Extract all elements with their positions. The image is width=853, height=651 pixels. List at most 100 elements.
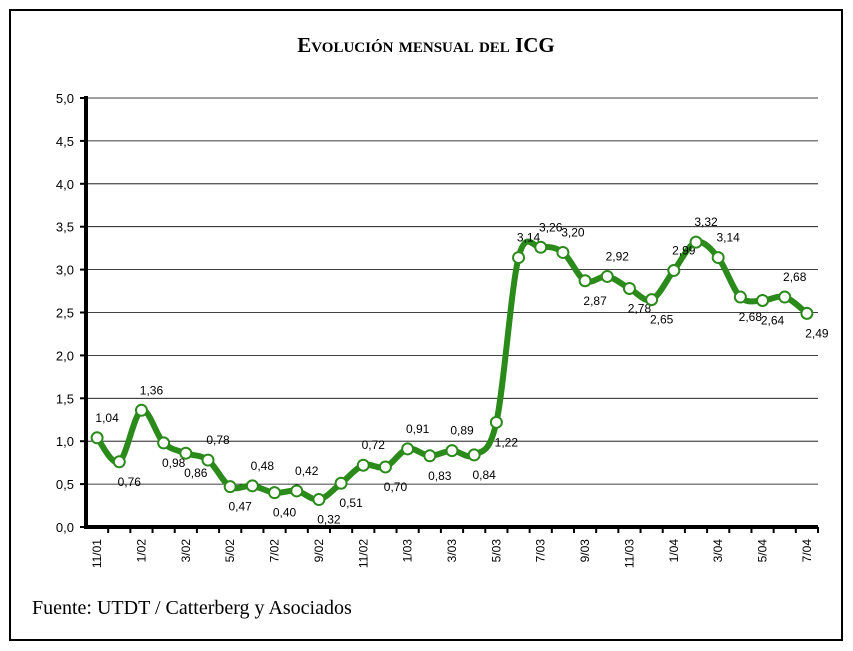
point-marker xyxy=(689,235,703,249)
value-label: 0,48 xyxy=(251,459,275,473)
value-label: 1,04 xyxy=(95,411,119,425)
x-tick-label: 5/02 xyxy=(223,539,237,563)
value-label: 3,20 xyxy=(561,225,585,239)
value-label: 2,78 xyxy=(628,301,652,315)
value-label: 0,72 xyxy=(362,438,386,452)
y-tick-label: 3,0 xyxy=(56,263,74,278)
value-label: 0,51 xyxy=(339,496,363,510)
point-marker xyxy=(90,431,104,445)
y-tick-label: 5,0 xyxy=(56,91,74,106)
value-label: 3,26 xyxy=(539,220,563,234)
value-label: 2,64 xyxy=(761,313,785,327)
x-tick-label: 9/02 xyxy=(312,539,326,563)
point-marker xyxy=(733,290,747,304)
point-marker xyxy=(134,403,148,417)
point-marker xyxy=(356,458,370,472)
point-marker xyxy=(334,476,348,490)
point-marker xyxy=(112,455,126,469)
point-marker xyxy=(556,245,570,259)
y-tick-label: 1,0 xyxy=(56,434,74,449)
point-marker xyxy=(401,442,415,456)
point-marker xyxy=(512,251,526,265)
value-label: 2,92 xyxy=(606,249,630,263)
x-tick-label: 3/03 xyxy=(445,539,459,563)
frame xyxy=(9,9,843,641)
value-label: 3,14 xyxy=(717,231,741,245)
point-marker xyxy=(290,484,304,498)
point-marker xyxy=(268,486,282,500)
point-marker xyxy=(489,415,503,429)
point-marker xyxy=(245,479,259,493)
point-marker xyxy=(223,480,237,494)
value-label: 0,47 xyxy=(229,500,253,514)
x-tick-label: 11/03 xyxy=(622,539,636,568)
value-label: 2,68 xyxy=(739,310,763,324)
point-marker xyxy=(467,448,481,462)
point-marker xyxy=(201,453,215,467)
y-tick-label: 3,5 xyxy=(56,220,74,235)
y-tick-label: 2,0 xyxy=(56,348,74,363)
plot: 1,04 0,76 1,36 0,980,86 0,78 0,47 0,48 0,40 0,42… xyxy=(90,215,829,527)
value-label: 0,70 xyxy=(384,480,408,494)
value-label: 0,98 xyxy=(162,456,186,470)
chart-title: Evolución mensual del ICG xyxy=(297,33,555,57)
point-marker xyxy=(179,446,193,460)
x-tick-label: 3/02 xyxy=(179,539,193,563)
point-marker xyxy=(645,293,659,307)
x-tick-label: 1/02 xyxy=(134,539,148,563)
x-tick-label: 3/04 xyxy=(711,539,725,563)
value-label: 1,36 xyxy=(140,383,164,397)
x-tick-label: 7/03 xyxy=(534,539,548,563)
value-label: 0,78 xyxy=(206,433,230,447)
point-marker xyxy=(711,251,725,265)
source-note: Fuente: UTDT / Catterberg y Asociados xyxy=(32,597,352,619)
value-label: 2,99 xyxy=(672,243,696,257)
x-tick-label: 7/04 xyxy=(800,539,814,563)
value-label: 2,68 xyxy=(783,270,807,284)
value-label: 0,42 xyxy=(295,464,319,478)
grid: 0,0 0,5 1,0 1,5 2,0 2,5 3,0 3,5 4,0 4,5 5,0 11/01 1/… xyxy=(56,91,819,568)
value-label: 0,83 xyxy=(428,469,452,483)
point-marker xyxy=(312,493,326,507)
point-marker xyxy=(157,436,171,450)
value-label: 0,91 xyxy=(406,422,430,436)
value-label: 0,40 xyxy=(273,506,297,520)
x-tick-label: 1/03 xyxy=(401,539,415,563)
value-label: 0,32 xyxy=(317,513,341,527)
value-label: 3,32 xyxy=(694,215,718,229)
value-label: 0,84 xyxy=(473,468,497,482)
point-marker xyxy=(423,449,437,463)
value-label: 2,65 xyxy=(650,313,674,327)
value-label: 0,86 xyxy=(184,466,208,480)
point-marker xyxy=(600,269,614,283)
value-label: 0,76 xyxy=(118,475,142,489)
y-tick-label: 2,5 xyxy=(56,306,74,321)
point-marker xyxy=(534,240,548,254)
point-marker xyxy=(756,293,770,307)
point-marker xyxy=(378,460,392,474)
x-tick-label: 7/02 xyxy=(268,539,282,563)
point-marker xyxy=(445,444,459,458)
y-tick-label: 0,0 xyxy=(56,520,74,535)
y-tick-label: 1,5 xyxy=(56,391,74,406)
value-label: 3,14 xyxy=(517,231,541,245)
y-tick-label: 0,5 xyxy=(56,477,74,492)
x-tick-label: 5/03 xyxy=(489,539,503,563)
x-tick-label: 1/04 xyxy=(667,539,681,563)
x-tick-label: 5/04 xyxy=(756,539,770,563)
x-tick-label: 9/03 xyxy=(578,539,592,563)
y-tick-label: 4,5 xyxy=(56,134,74,149)
x-tick-label: 11/02 xyxy=(356,539,370,568)
point-marker xyxy=(800,306,814,320)
point-marker xyxy=(622,281,636,295)
y-tick-label: 4,0 xyxy=(56,177,74,192)
value-label: 2,87 xyxy=(583,294,607,308)
value-label: 1,22 xyxy=(495,435,519,449)
point-marker xyxy=(778,290,792,304)
value-label: 0,89 xyxy=(450,424,474,438)
x-tick-label: 11/01 xyxy=(90,539,104,568)
point-marker xyxy=(667,263,681,277)
point-marker xyxy=(578,274,592,288)
value-label: 2,49 xyxy=(805,326,829,340)
